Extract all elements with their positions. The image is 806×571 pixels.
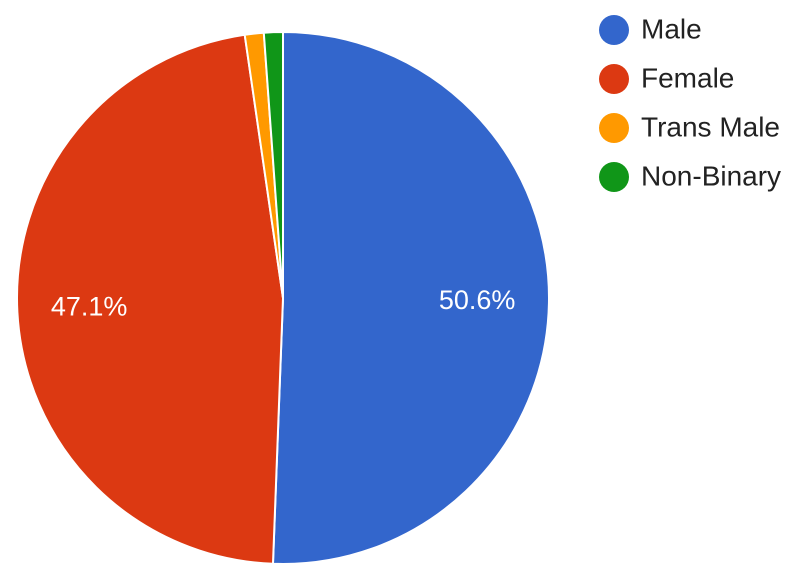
legend-marker: [599, 64, 629, 94]
legend-marker: [599, 15, 629, 45]
pie-slice: [271, 30, 550, 565]
legend-label: Trans Male: [641, 111, 780, 142]
slice-label: 50.6%: [439, 285, 516, 315]
legend-label: Female: [641, 62, 734, 93]
slice-label: 47.1%: [51, 291, 128, 321]
legend-marker: [599, 113, 629, 143]
legend-label: Non-Binary: [641, 160, 781, 191]
pie-slice: [16, 33, 285, 565]
pie-slice: [262, 30, 284, 299]
legend-marker: [599, 162, 629, 192]
legend-label: Male: [641, 13, 702, 44]
